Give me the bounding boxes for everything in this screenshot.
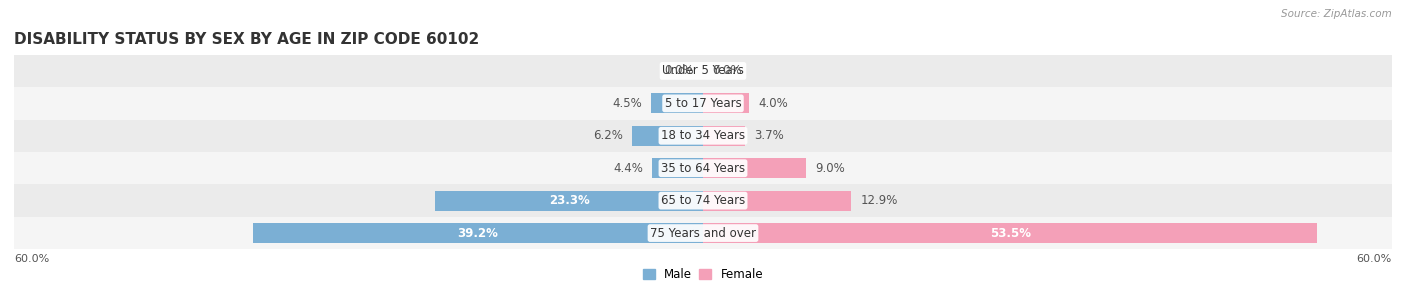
Bar: [703, 93, 749, 113]
Text: 39.2%: 39.2%: [457, 226, 498, 240]
Text: 65 to 74 Years: 65 to 74 Years: [661, 194, 745, 207]
Bar: [652, 158, 703, 178]
Text: 0.0%: 0.0%: [664, 64, 693, 78]
Bar: [14, 87, 1392, 119]
Bar: [14, 217, 1392, 249]
Bar: [14, 185, 1392, 217]
Bar: [703, 191, 851, 211]
Text: 3.7%: 3.7%: [755, 129, 785, 142]
Text: 4.0%: 4.0%: [758, 97, 787, 110]
Bar: [651, 93, 703, 113]
Text: 60.0%: 60.0%: [1357, 254, 1392, 264]
Text: 6.2%: 6.2%: [593, 129, 623, 142]
Text: Source: ZipAtlas.com: Source: ZipAtlas.com: [1281, 9, 1392, 19]
Text: 9.0%: 9.0%: [815, 162, 845, 175]
Bar: [436, 191, 703, 211]
Bar: [14, 152, 1392, 185]
Text: 4.4%: 4.4%: [613, 162, 644, 175]
Text: 5 to 17 Years: 5 to 17 Years: [665, 97, 741, 110]
Text: 0.0%: 0.0%: [713, 64, 742, 78]
Text: 35 to 64 Years: 35 to 64 Years: [661, 162, 745, 175]
Text: Under 5 Years: Under 5 Years: [662, 64, 744, 78]
Text: 53.5%: 53.5%: [990, 226, 1031, 240]
Text: DISABILITY STATUS BY SEX BY AGE IN ZIP CODE 60102: DISABILITY STATUS BY SEX BY AGE IN ZIP C…: [14, 32, 479, 47]
Text: 4.5%: 4.5%: [613, 97, 643, 110]
Text: 75 Years and over: 75 Years and over: [650, 226, 756, 240]
Legend: Male, Female: Male, Female: [638, 264, 768, 286]
Bar: [14, 55, 1392, 87]
Bar: [631, 126, 703, 146]
Text: 18 to 34 Years: 18 to 34 Years: [661, 129, 745, 142]
Bar: [253, 223, 703, 243]
Bar: [703, 126, 745, 146]
Bar: [703, 158, 807, 178]
Bar: [703, 223, 1317, 243]
Text: 12.9%: 12.9%: [860, 194, 897, 207]
Text: 60.0%: 60.0%: [14, 254, 49, 264]
Bar: [14, 119, 1392, 152]
Text: 23.3%: 23.3%: [548, 194, 589, 207]
